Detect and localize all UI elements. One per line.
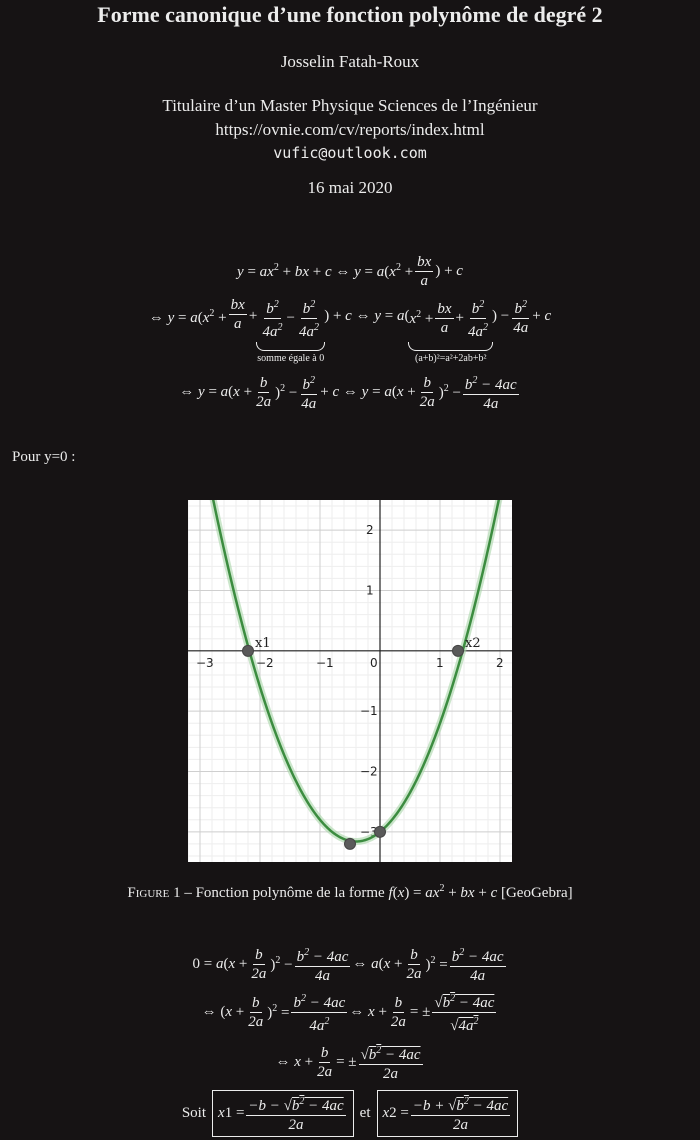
y-tick-label: −1: [360, 704, 378, 718]
y-tick-label: 2: [366, 523, 374, 537]
author-name: Josselin Fatah-Roux: [280, 52, 420, 71]
solution-line-3: ⇔ x + b 2a = ± √b2 − 4ac 2a: [0, 1042, 700, 1083]
figure-caption: Figure 1 – Fonction polynôme de la forme…: [127, 883, 573, 901]
document-title: Forme canonique d’une fonction polynôme …: [97, 2, 603, 27]
x-tick-label: 0: [370, 656, 378, 670]
y-tick-label: −2: [360, 765, 378, 779]
x-tick-label: 2: [496, 656, 504, 670]
y-tick-label: 1: [366, 584, 374, 598]
x-tick-label: −3: [196, 656, 214, 670]
solution-final: Soit x1 = −b − √b2 − 4ac 2a et x2 = −b + …: [0, 1090, 700, 1137]
point-marker: [374, 825, 386, 838]
solution-x2-box: x2 = −b + √b2 − 4ac 2a: [376, 1090, 519, 1137]
solution-line-2: ⇔ (x + b 2a )2 = b2 − 4ac 4a2 ⇔ x + b 2a = …: [0, 990, 700, 1035]
author-url[interactable]: https://ovnie.com/cv/reports/index.html: [215, 120, 485, 139]
underbrace-identity: x2 + bx a + b2 4a2 (a+b)²=a²+2ab+b²: [408, 296, 494, 364]
x-tick-label: 1: [436, 656, 444, 670]
x-tick-label: −2: [256, 656, 274, 670]
parabola-curve: [186, 368, 514, 843]
point-label: x1: [255, 636, 271, 651]
x-tick-label: −1: [316, 656, 334, 670]
affiliation: Titulaire d’un Master Physique Sciences …: [162, 96, 538, 115]
point-label: x2: [465, 636, 481, 651]
pour-y0-text: Pour y=0 :: [12, 449, 76, 465]
equation-line-3: ⇔ y = a(x + b 2a )2 − b2 4a + c ⇔ y = a(x …: [0, 372, 700, 413]
brace-note-1: somme égale à 0: [257, 353, 325, 364]
author-email[interactable]: vufic@outlook.com: [273, 144, 427, 162]
solution-x1-box: x1 = −b − √b2 − 4ac 2a: [212, 1090, 354, 1137]
point-marker: [452, 644, 464, 657]
curve-halo: [184, 367, 516, 845]
point-marker: [242, 644, 254, 657]
document-date: 16 mai 2020: [307, 178, 393, 197]
parabola-plot: −3 −2 −1 0 1 2 −3 −2 −1 1 2 x1 x2: [184, 367, 516, 862]
brace-note-2: (a+b)²=a²+2ab+b²: [414, 353, 487, 364]
underbrace-zero-sum: b2 4a2 − b2 4a2 somme égale à 0: [256, 296, 326, 364]
point-marker: [344, 837, 356, 850]
equation-line-1: y = ax2 + bx + c ⇔ y = a(x2 + bx a ) + c: [237, 254, 463, 289]
equation-line-2: ⇔ y = a(x2 + bx a + b2 4a2 − b2 4a2 somme é…: [148, 296, 552, 364]
